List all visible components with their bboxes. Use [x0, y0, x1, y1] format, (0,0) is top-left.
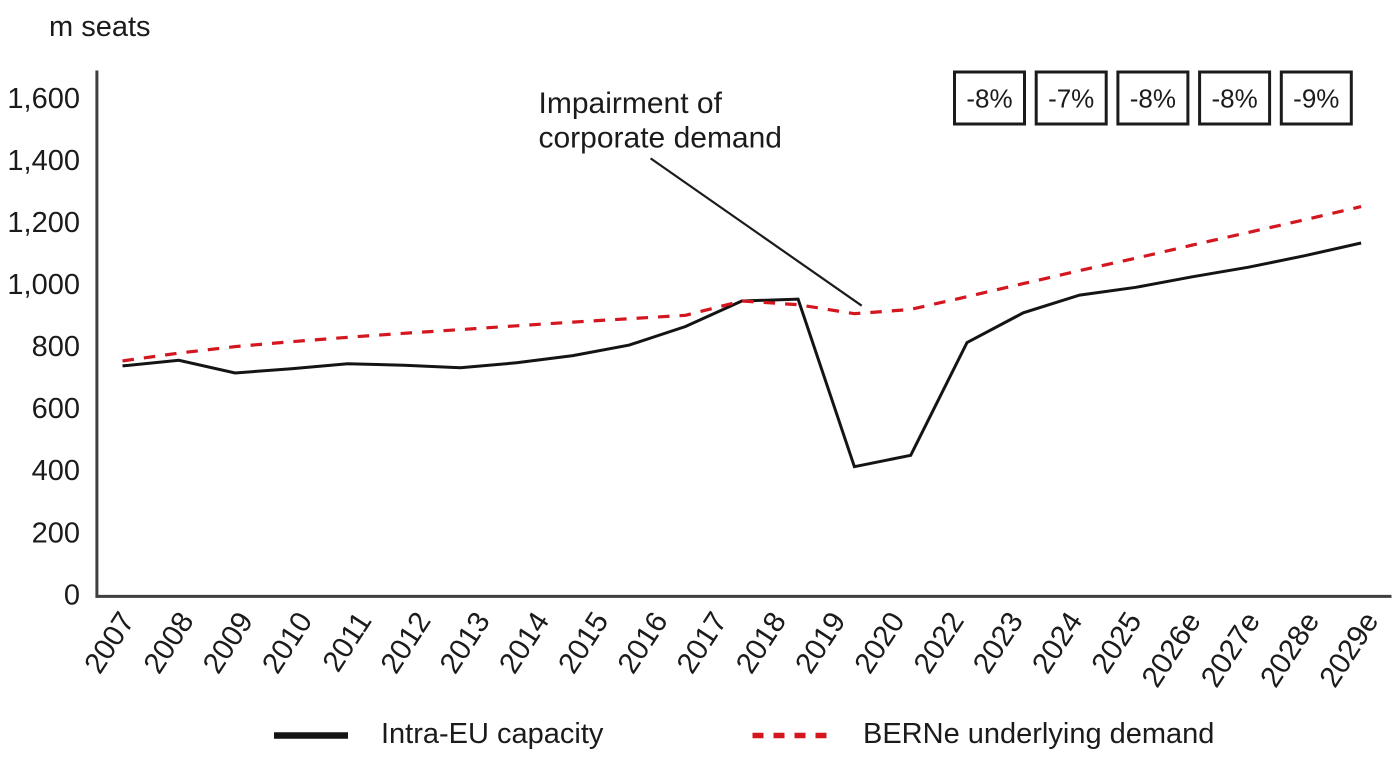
svg-text:1,000: 1,000 [7, 269, 80, 301]
svg-text:800: 800 [32, 331, 80, 363]
svg-text:400: 400 [32, 455, 80, 487]
svg-text:1,200: 1,200 [7, 207, 80, 239]
svg-text:600: 600 [32, 393, 80, 425]
svg-text:0: 0 [64, 579, 80, 611]
svg-text:1,600: 1,600 [7, 83, 80, 115]
svg-text:200: 200 [32, 517, 80, 549]
svg-text:corporate demand: corporate demand [539, 121, 783, 154]
svg-text:-8%: -8% [1130, 84, 1176, 114]
svg-text:-8%: -8% [1211, 84, 1257, 114]
svg-text:-9%: -9% [1293, 84, 1339, 114]
svg-text:-7%: -7% [1048, 84, 1094, 114]
svg-text:Intra-EU capacity: Intra-EU capacity [381, 718, 604, 750]
svg-text:BERNe underlying demand: BERNe underlying demand [863, 718, 1214, 750]
svg-text:-8%: -8% [966, 84, 1012, 114]
svg-text:m seats: m seats [49, 11, 151, 43]
svg-text:1,400: 1,400 [7, 145, 80, 177]
svg-text:Impairment of: Impairment of [539, 87, 723, 120]
